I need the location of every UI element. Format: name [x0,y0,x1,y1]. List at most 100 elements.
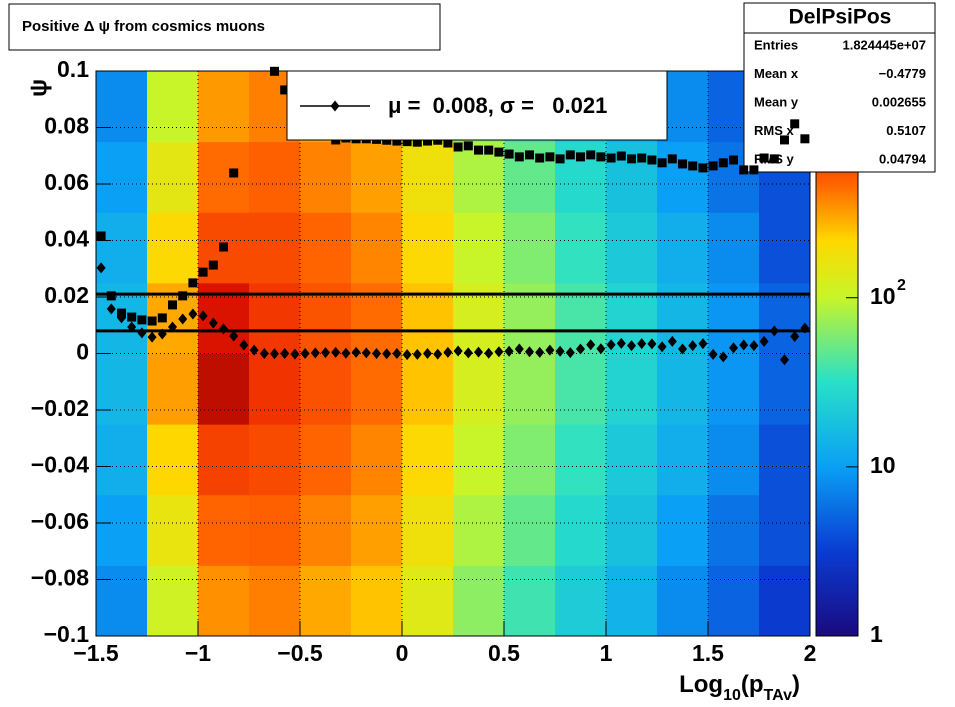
square-marker [168,300,177,310]
square-marker [423,136,432,146]
x-axis-label-part: 10 [723,687,741,704]
square-marker [586,150,596,160]
square-marker [117,308,126,318]
heat-cell [657,353,709,425]
x-axis-label: Log10(pTAv) [679,671,800,704]
square-marker [525,150,534,160]
heat-cell [249,424,301,496]
diamond-marker [545,344,555,356]
diamond-marker [718,351,728,363]
y-tick-label: 0.04 [44,226,89,252]
heat-cell [759,565,811,637]
diamond-marker [606,339,616,351]
heat-cell [453,212,505,284]
square-marker [606,153,616,163]
chart-title: Positive Δ ψ from cosmics muons [22,18,265,35]
y-tick-label: 0.1 [57,56,89,82]
square-marker [678,159,687,169]
colorbar-tick-label: 10 [870,283,896,309]
square-marker [178,291,188,301]
heat-cell [147,212,199,284]
diamond-marker [423,348,432,359]
heat-cell [147,71,199,143]
diamond-marker [596,343,606,355]
x-axis-label-part: Log [679,671,723,698]
diamond-marker [525,346,534,358]
x-tick-label: −0.5 [277,640,323,666]
square-marker [484,145,494,155]
heat-cell [504,212,556,284]
square-marker [392,136,402,146]
colorbar-tick-exponent: 2 [897,277,906,294]
heat-cell [249,565,301,637]
diamond-marker [739,339,749,351]
diamond-marker [474,346,483,358]
x-tick-label: 0.5 [488,640,520,666]
diamond-marker [372,348,381,359]
heat-cell [453,565,505,637]
square-marker [137,315,147,325]
diamond-marker [463,347,473,359]
diamond-marker [402,349,412,361]
square-marker [667,154,677,164]
diamond-marker [127,321,137,333]
diamond-marker [576,343,585,355]
y-tick-label: −0.06 [31,508,89,534]
square-marker [127,312,137,322]
heat-cell [453,494,505,566]
square-marker [463,141,473,151]
x-tick-label: 2 [804,640,817,666]
square-marker [208,260,218,270]
stats-value: 1.824445e+07 [842,37,926,52]
diamond-marker [453,345,463,357]
heat-cell [198,71,250,143]
heat-cell [657,212,709,284]
heat-cell [351,565,403,637]
diamond-marker [96,262,106,274]
heat-cell [249,141,301,213]
stats-value: 0.04794 [879,151,927,166]
heat-cell [300,353,352,425]
x-tick-label: −1.5 [73,640,119,666]
heat-cell [759,212,811,284]
diamond-marker [321,347,330,359]
diamond-marker [688,340,698,352]
heat-cell [147,565,199,637]
square-marker [657,158,667,168]
diamond-marker [137,327,147,339]
square-marker [790,119,800,129]
diamond-marker [780,354,789,366]
square-marker [443,138,453,148]
diamond-marker [330,100,340,112]
square-marker [514,152,524,162]
diamond-marker [484,347,494,359]
square-marker [800,134,810,144]
heat-cell [96,353,148,425]
stats-label: Mean y [754,94,799,109]
heat-cell [708,494,760,566]
diamond-marker [667,335,677,347]
heat-cell [657,141,709,213]
heat-cell [402,212,454,284]
diamond-marker [698,338,708,350]
diamond-marker [729,342,738,354]
heat-cell [198,353,250,425]
y-axis-label: ψ [25,79,52,97]
diamond-marker [678,343,687,355]
square-marker [535,153,545,163]
diamond-marker [412,348,422,360]
square-marker [474,145,483,155]
y-tick-label: 0 [76,339,89,365]
x-axis-label-part: (p [741,671,764,698]
heat-cell [555,565,607,637]
heat-cell [402,141,454,213]
heat-cell [351,212,403,284]
diamond-marker [637,338,647,350]
square-marker [698,163,708,173]
diamond-marker [188,308,198,320]
stats-value: −0.4779 [879,66,926,81]
square-marker [504,149,514,159]
heat-cell [453,424,505,496]
diamond-marker [708,348,718,360]
diamond-marker [494,346,504,358]
